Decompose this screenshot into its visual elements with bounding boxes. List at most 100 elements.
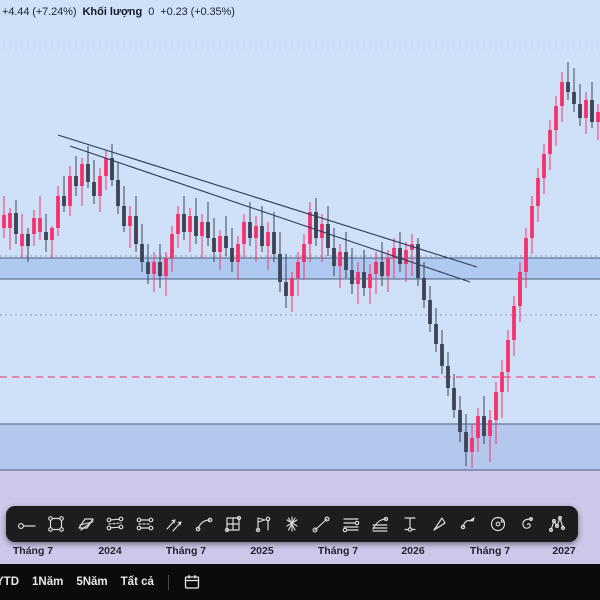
custom-date-range-button[interactable]	[181, 571, 203, 593]
candle-body[interactable]	[176, 214, 180, 234]
candle-body[interactable]	[32, 218, 36, 234]
price-chart-canvas[interactable]	[0, 24, 600, 540]
price-band-resistance-zone[interactable]	[0, 258, 600, 279]
candle-body[interactable]	[470, 438, 474, 452]
candle-body[interactable]	[548, 130, 552, 154]
candle-body[interactable]	[68, 176, 72, 206]
candle-body[interactable]	[344, 252, 348, 270]
candle-body[interactable]	[266, 232, 270, 246]
time-range-toolbar[interactable]: YTD 1Năm 5Năm Tất cả	[0, 564, 600, 600]
candle-body[interactable]	[572, 92, 576, 104]
candle-body[interactable]	[278, 254, 282, 282]
candle-body[interactable]	[590, 100, 594, 122]
candle-body[interactable]	[158, 262, 162, 276]
candle-body[interactable]	[2, 215, 6, 228]
candle-body[interactable]	[440, 344, 444, 366]
candle-body[interactable]	[422, 278, 426, 300]
candle-body[interactable]	[20, 234, 24, 246]
candle-body[interactable]	[320, 224, 324, 238]
curve-tool[interactable]	[191, 511, 217, 537]
candle-body[interactable]	[326, 224, 330, 248]
candle-body[interactable]	[374, 262, 378, 274]
candle-body[interactable]	[74, 176, 78, 186]
candle-body[interactable]	[14, 213, 18, 234]
fib-retracement-tool[interactable]	[338, 511, 364, 537]
candle-body[interactable]	[338, 252, 342, 266]
candle-body[interactable]	[194, 216, 198, 236]
trendline-upper-downtrend[interactable]	[57, 134, 478, 268]
candle-body[interactable]	[224, 236, 228, 248]
candle-body[interactable]	[188, 216, 192, 232]
candle-body[interactable]	[122, 206, 126, 226]
candle-body[interactable]	[584, 100, 588, 118]
grid-box-tool[interactable]	[220, 511, 246, 537]
candle-body[interactable]	[80, 164, 84, 186]
candle-body[interactable]	[254, 226, 258, 238]
candle-body[interactable]	[332, 248, 336, 266]
candle-body[interactable]	[524, 238, 528, 272]
candle-body[interactable]	[596, 112, 600, 122]
candle-body[interactable]	[284, 282, 288, 296]
candle-body[interactable]	[260, 226, 264, 246]
arrow-pointer-tool[interactable]	[456, 511, 482, 537]
candle-body[interactable]	[56, 196, 60, 228]
candle-body[interactable]	[518, 272, 522, 306]
candle-body[interactable]	[398, 248, 402, 264]
candle-body[interactable]	[38, 218, 42, 232]
elliott-wave-tool[interactable]	[544, 511, 570, 537]
candle-body[interactable]	[164, 258, 168, 276]
candle-body[interactable]	[488, 420, 492, 436]
price-band-support-zone[interactable]	[0, 424, 600, 470]
candle-body[interactable]	[362, 272, 366, 288]
candle-body[interactable]	[104, 158, 108, 176]
trend-line-tool[interactable]	[308, 511, 334, 537]
candle-body[interactable]	[404, 250, 408, 264]
candle-body[interactable]	[248, 222, 252, 238]
candle-body[interactable]	[98, 176, 102, 196]
candle-body[interactable]	[494, 392, 498, 420]
range-5y[interactable]: 5Năm	[76, 576, 108, 588]
candle-body[interactable]	[152, 262, 156, 274]
candle-body[interactable]	[542, 154, 546, 178]
candle-body[interactable]	[44, 232, 48, 240]
range-all[interactable]: Tất cả	[120, 576, 154, 588]
candle-body[interactable]	[482, 416, 486, 436]
candle-body[interactable]	[554, 106, 558, 130]
x-axis-time-labels[interactable]: Tháng 7 2024 Tháng 7 2025 Tháng 7 2026 Tháng 7…	[0, 540, 600, 564]
candle-body[interactable]	[530, 206, 534, 238]
candle-body[interactable]	[242, 222, 246, 244]
candle-body[interactable]	[296, 262, 300, 278]
candle-body[interactable]	[500, 372, 504, 392]
parallel-channel-tool[interactable]	[102, 511, 128, 537]
candle-body[interactable]	[134, 216, 138, 244]
pitchfork-tool[interactable]	[279, 511, 305, 537]
candle-body[interactable]	[428, 300, 432, 324]
drawing-tools-toolbar[interactable]	[6, 506, 578, 542]
candle-body[interactable]	[506, 340, 510, 372]
candle-body[interactable]	[170, 234, 174, 258]
candle-body[interactable]	[380, 262, 384, 276]
candle-body[interactable]	[476, 416, 480, 438]
candle-body[interactable]	[212, 238, 216, 252]
candle-body[interactable]	[446, 366, 450, 388]
candle-body[interactable]	[356, 272, 360, 284]
candle-body[interactable]	[230, 248, 234, 262]
candle-body[interactable]	[218, 236, 222, 252]
candle-body[interactable]	[62, 196, 66, 206]
cross-line-tool[interactable]	[14, 511, 40, 537]
candle-body[interactable]	[578, 104, 582, 118]
candle-body[interactable]	[128, 216, 132, 226]
candle-body[interactable]	[92, 182, 96, 196]
flat-channel-tool[interactable]	[132, 511, 158, 537]
trendline-lower-downtrend[interactable]	[69, 145, 471, 283]
candlestick-chart[interactable]	[0, 24, 600, 540]
candle-body[interactable]	[302, 244, 306, 262]
candle-body[interactable]	[140, 244, 144, 262]
candle-body[interactable]	[452, 388, 456, 410]
double-arrow-tool[interactable]	[161, 511, 187, 537]
candle-body[interactable]	[116, 180, 120, 206]
candle-body[interactable]	[110, 158, 114, 180]
measure-tool[interactable]	[397, 511, 423, 537]
candle-body[interactable]	[26, 234, 30, 246]
candle-body[interactable]	[146, 262, 150, 274]
